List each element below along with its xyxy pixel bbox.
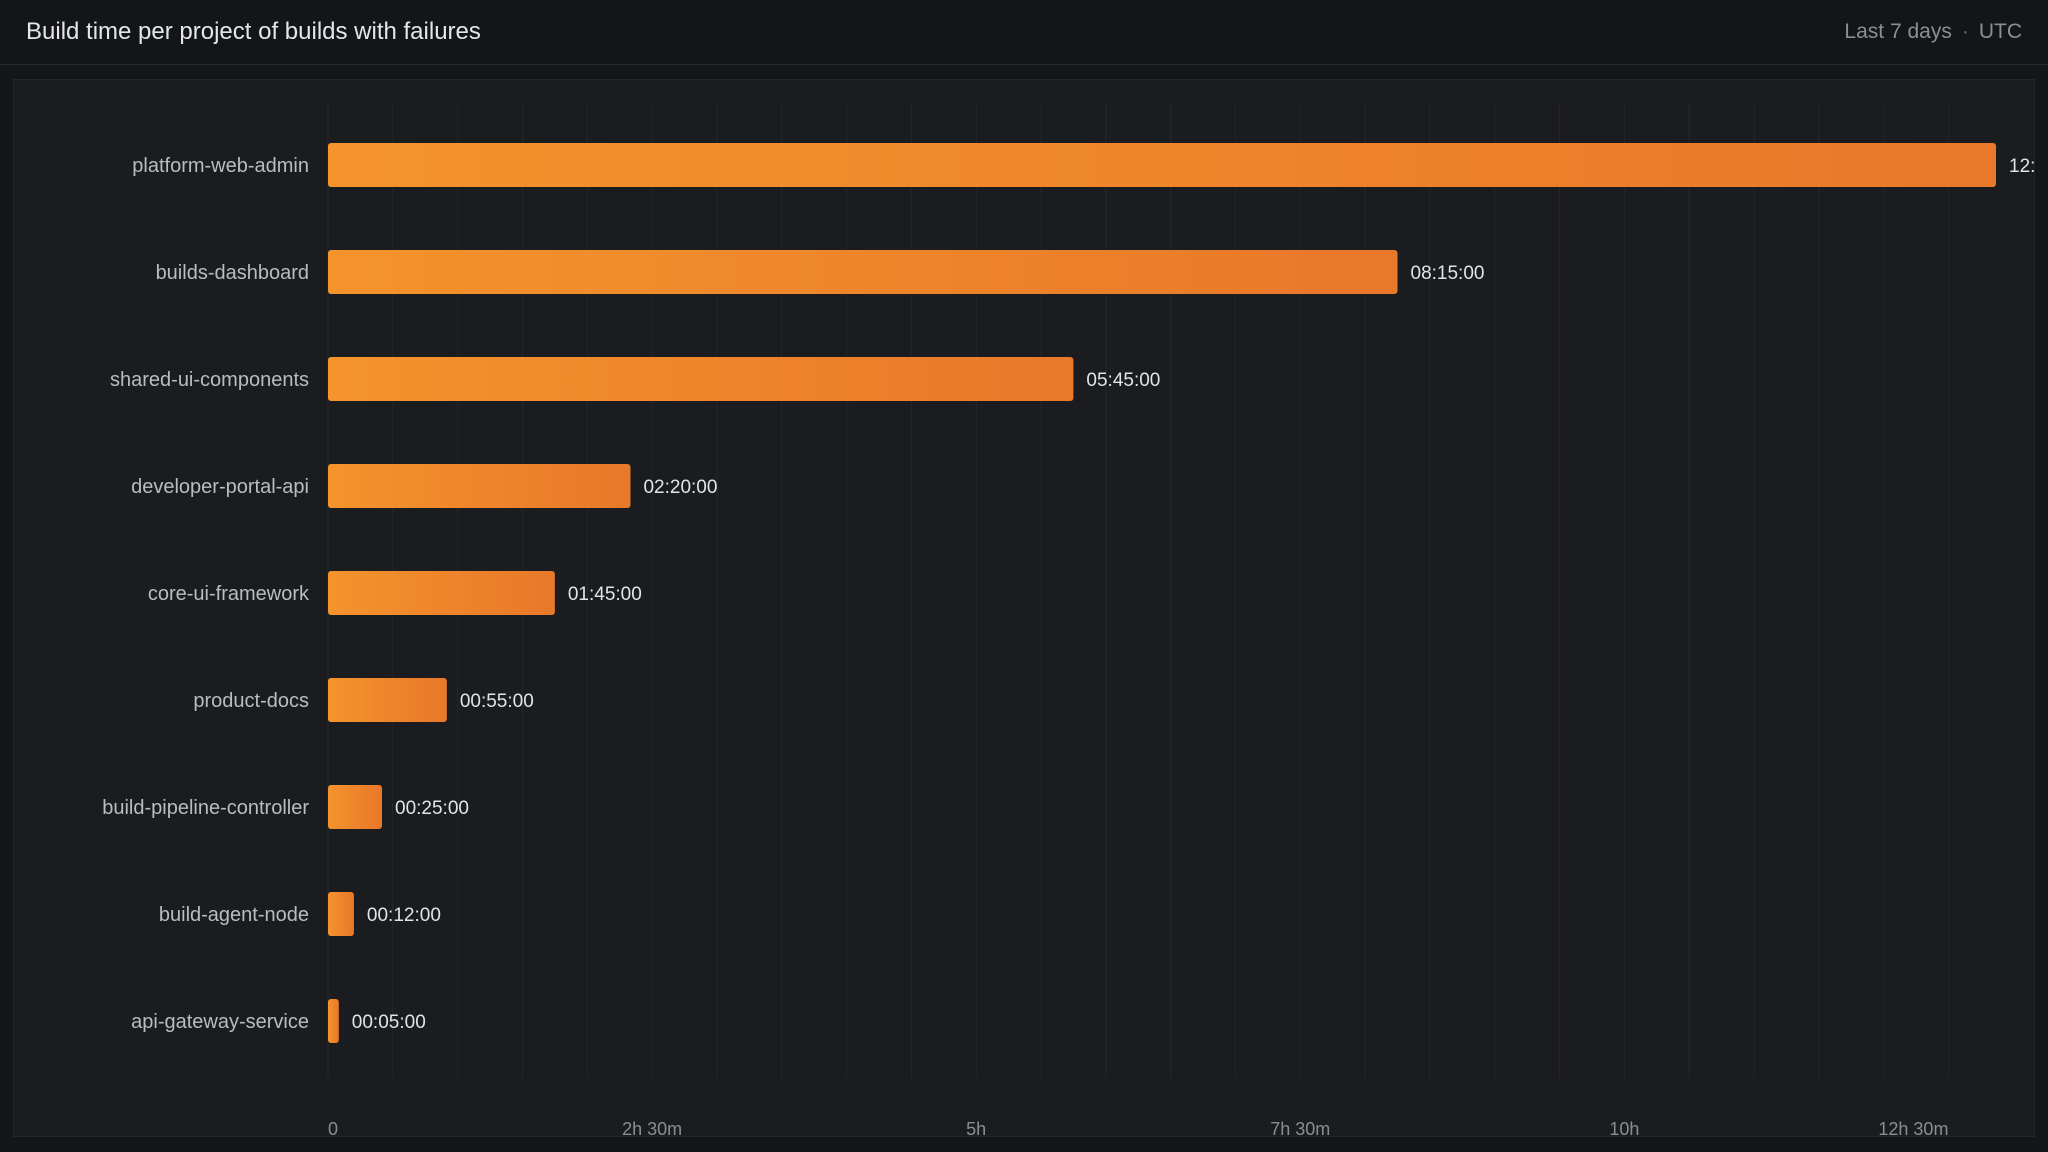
category-label: core-ui-framework xyxy=(148,583,310,605)
value-label: 08:15:00 xyxy=(1411,263,1485,284)
bar-shared-ui-components[interactable] xyxy=(328,357,1074,401)
category-label: product-docs xyxy=(193,690,309,712)
bottom-strip xyxy=(0,1141,2048,1152)
x-tick-label: 5h xyxy=(966,1119,986,1139)
value-label: 00:05:00 xyxy=(352,1012,426,1033)
bar-builds-dashboard[interactable] xyxy=(328,250,1398,294)
category-label: build-agent-node xyxy=(159,904,309,926)
bar-api-gateway-service[interactable] xyxy=(328,999,339,1043)
time-range[interactable]: Last 7 days · UTC xyxy=(1844,20,2022,44)
range-label: Last 7 days xyxy=(1844,20,1952,43)
chart-title: Build time per project of builds with fa… xyxy=(26,18,481,45)
x-tick-label: 10h xyxy=(1609,1119,1639,1139)
x-tick-label: 12h 30m xyxy=(1878,1119,1948,1139)
value-label: 00:55:00 xyxy=(460,691,534,712)
category-label: platform-web-admin xyxy=(132,155,309,177)
value-label: 00:25:00 xyxy=(395,798,469,819)
labels: platform-web-admin 12: builds-dashboard 08:… xyxy=(102,155,2035,1139)
bar-developer-portal-api[interactable] xyxy=(328,464,631,508)
bar-build-pipeline-controller[interactable] xyxy=(328,785,383,829)
timezone-label: UTC xyxy=(1978,20,2022,43)
value-label: 05:45:00 xyxy=(1086,370,1160,391)
value-label: 00:12:00 xyxy=(367,905,441,926)
x-tick-label: 7h 30m xyxy=(1270,1119,1330,1139)
bar-build-agent-node[interactable] xyxy=(328,892,354,936)
x-tick-label: 2h 30m xyxy=(622,1119,682,1139)
bar-product-docs[interactable] xyxy=(328,678,447,722)
value-label: 12: xyxy=(2009,156,2035,177)
category-label: builds-dashboard xyxy=(156,262,309,284)
bar-core-ui-framework[interactable] xyxy=(328,571,555,615)
category-label: shared-ui-components xyxy=(110,369,309,391)
value-label: 01:45:00 xyxy=(568,584,642,605)
bar-platform-web-admin[interactable] xyxy=(328,143,1996,187)
x-tick-label: 0 xyxy=(328,1119,338,1139)
value-label: 02:20:00 xyxy=(643,477,717,498)
chart-header: Build time per project of builds with fa… xyxy=(0,0,2048,65)
bars xyxy=(328,143,1996,1043)
category-label: build-pipeline-controller xyxy=(102,797,309,819)
category-label: developer-portal-api xyxy=(131,476,309,498)
range-separator: · xyxy=(1961,20,1969,43)
category-label: api-gateway-service xyxy=(131,1011,309,1033)
